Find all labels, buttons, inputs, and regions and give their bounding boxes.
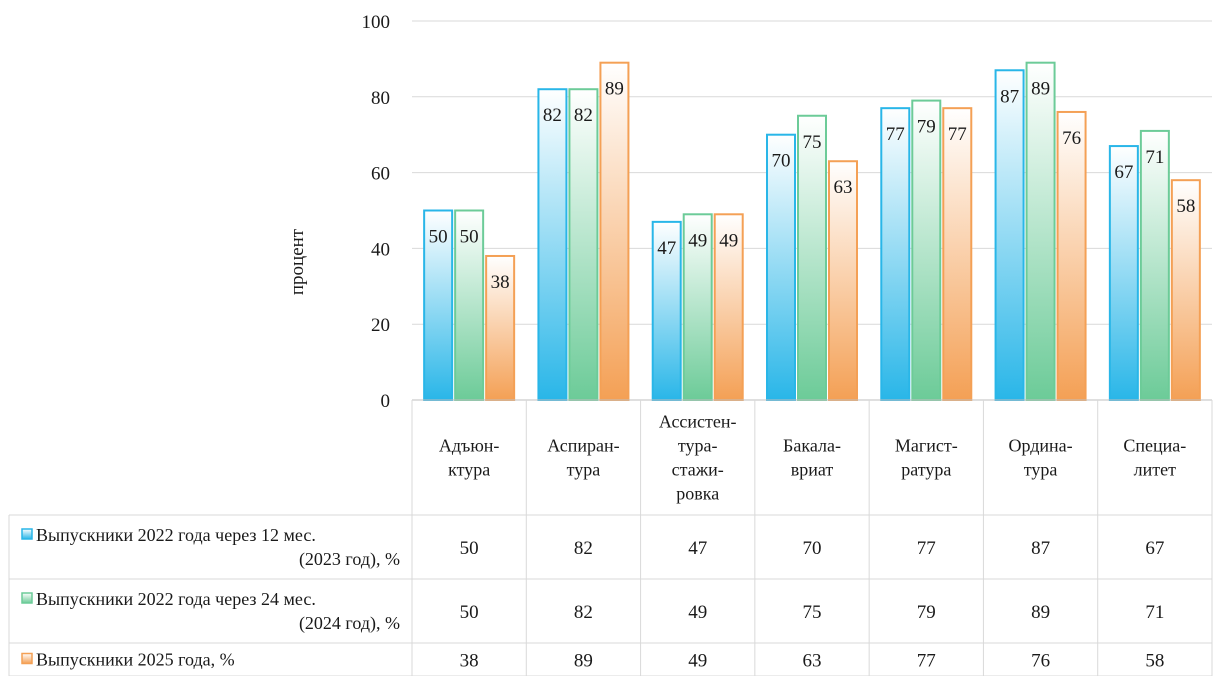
table-cell: 89 bbox=[1031, 602, 1050, 623]
legend-swatch bbox=[21, 652, 33, 665]
data-label: 49 bbox=[719, 230, 738, 251]
data-label: 75 bbox=[803, 132, 822, 153]
data-label: 77 bbox=[886, 124, 905, 145]
data-label: 76 bbox=[1062, 128, 1081, 149]
table-cell: 50 bbox=[460, 602, 479, 623]
y-tick-label: 40 bbox=[371, 239, 390, 260]
data-label: 58 bbox=[1176, 196, 1195, 217]
category-label: Бакала-вриат bbox=[783, 436, 841, 480]
data-label: 50 bbox=[429, 227, 448, 248]
data-label: 49 bbox=[688, 230, 707, 251]
data-label: 82 bbox=[574, 105, 593, 126]
bar bbox=[485, 254, 516, 401]
bar bbox=[1170, 179, 1201, 401]
legend-entry: Выпускники 2022 года через 24 мес. (2024 … bbox=[36, 589, 400, 634]
table-cell: 79 bbox=[917, 602, 936, 623]
bars bbox=[423, 61, 1201, 402]
y-tick-label: 80 bbox=[371, 88, 390, 109]
bar bbox=[599, 61, 630, 401]
table-cell: 89 bbox=[574, 651, 593, 672]
table-cell: 82 bbox=[574, 602, 593, 623]
table-cell: 77 bbox=[917, 651, 936, 672]
data-label: 50 bbox=[460, 227, 479, 248]
bar bbox=[1056, 110, 1087, 402]
data-label: 87 bbox=[1000, 86, 1019, 107]
data-label: 89 bbox=[605, 79, 624, 100]
category-label: Адъюн-ктура bbox=[439, 436, 500, 480]
data-label: 77 bbox=[948, 124, 967, 145]
table-cell: 70 bbox=[803, 538, 822, 559]
y-axis-label: процент bbox=[287, 228, 308, 295]
data-label: 70 bbox=[772, 151, 791, 172]
data-labels: 50 82 47 70 77 87 67 50 82 49 75 79 89 71 38 89 49 63 77 76… bbox=[429, 79, 1196, 293]
data-label: 47 bbox=[657, 238, 676, 259]
legend-swatch bbox=[21, 528, 33, 540]
table-cell: 49 bbox=[688, 602, 707, 623]
bar bbox=[766, 133, 796, 401]
bar bbox=[797, 114, 827, 401]
table-cell: 75 bbox=[803, 602, 822, 623]
bar bbox=[911, 99, 942, 401]
legend-swatch bbox=[21, 592, 33, 604]
data-label: 79 bbox=[917, 117, 936, 138]
table-cell: 50 bbox=[460, 538, 479, 559]
bar bbox=[454, 209, 485, 401]
bar bbox=[537, 88, 568, 401]
bar bbox=[880, 107, 911, 401]
table-cell: 76 bbox=[1031, 651, 1050, 672]
y-axis-tick-labels: 0 20 40 60 80 100 bbox=[362, 12, 391, 412]
bar bbox=[651, 220, 682, 401]
table-cell: 82 bbox=[574, 538, 593, 559]
category-label: Аспиран-тура bbox=[547, 436, 619, 480]
data-label: 67 bbox=[1114, 162, 1133, 183]
bar bbox=[1139, 129, 1170, 401]
table-cell: 47 bbox=[688, 538, 707, 559]
y-tick-label: 0 bbox=[381, 391, 391, 412]
table-cell: 87 bbox=[1031, 538, 1050, 559]
bar bbox=[568, 88, 599, 401]
category-label: Магист-ратура bbox=[895, 436, 958, 480]
y-tick-label: 60 bbox=[371, 164, 390, 185]
data-label: 63 bbox=[834, 177, 853, 198]
category-label: Ассистен-тура-стажи-ровка bbox=[659, 412, 737, 504]
bar bbox=[994, 69, 1025, 402]
bar bbox=[828, 160, 858, 401]
table-cell: 38 bbox=[460, 651, 479, 672]
table-cell: 71 bbox=[1145, 602, 1164, 623]
data-table: Адъюн-ктура Аспиран-тура Ассистен-тура-ста… bbox=[8, 399, 1213, 676]
y-tick-label: 100 bbox=[362, 12, 391, 33]
data-label: 82 bbox=[543, 105, 562, 126]
category-label: Специа-литет bbox=[1123, 436, 1186, 480]
legend-entry: Выпускники 2022 года через 12 мес. (2023 … bbox=[36, 525, 400, 570]
table-cell: 67 bbox=[1145, 538, 1164, 559]
y-tick-label: 20 bbox=[371, 315, 390, 336]
table-cell: 58 bbox=[1145, 651, 1164, 672]
data-label: 71 bbox=[1145, 147, 1164, 168]
data-label: 38 bbox=[491, 272, 510, 293]
bar bbox=[1025, 61, 1056, 401]
table-cell: 63 bbox=[803, 651, 822, 672]
bar bbox=[942, 107, 973, 401]
table-cell: 77 bbox=[917, 538, 936, 559]
legend-entry: Выпускники 2025 года, % bbox=[36, 650, 235, 670]
category-label: Ордина-тура bbox=[1008, 436, 1072, 480]
data-label: 89 bbox=[1031, 79, 1050, 100]
bar bbox=[1108, 145, 1139, 401]
bar bbox=[713, 213, 744, 401]
table-cell: 49 bbox=[688, 651, 707, 672]
